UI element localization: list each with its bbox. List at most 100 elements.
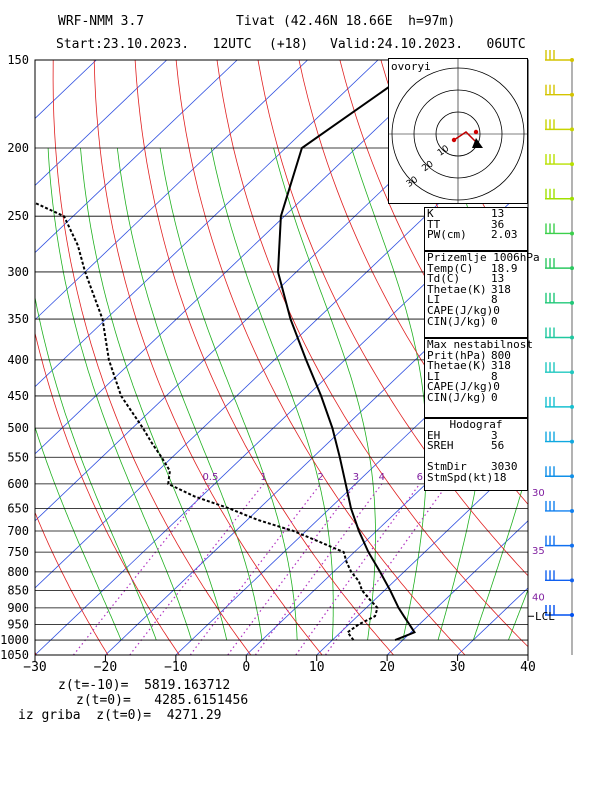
pressure-label: 750 xyxy=(7,545,29,559)
wind-barb-point xyxy=(570,578,574,583)
panel-row: CAPE(J/kg) 0 xyxy=(427,382,525,393)
mixing-ratio-label: 1 xyxy=(260,472,266,483)
panel-value: 18.9 xyxy=(491,261,518,275)
wind-barb xyxy=(545,570,574,583)
wind-barb-point xyxy=(570,196,574,201)
isotherm-line xyxy=(316,453,528,655)
panel-key: Temp(C) xyxy=(427,261,474,275)
moist-adiabat xyxy=(159,147,298,641)
panel-title: Hodograf xyxy=(449,418,503,431)
x-tick-label: 40 xyxy=(520,660,536,675)
moist-adiabat xyxy=(35,295,157,641)
mixing-ratio-label: 6 xyxy=(417,472,423,483)
mixing-ratio-line xyxy=(72,483,211,655)
wind-speed-label: 40 xyxy=(532,592,545,603)
temperature-profile xyxy=(276,60,428,642)
wind-barb-point xyxy=(570,543,574,548)
hodograph-ring-label: 30 xyxy=(405,175,420,190)
pressure-label: 350 xyxy=(7,312,29,326)
wind-barb-point xyxy=(570,474,574,479)
wind-barb-point xyxy=(570,58,574,62)
panel-key: SREH xyxy=(427,439,454,453)
pressure-label: 800 xyxy=(7,565,29,579)
wind-barb xyxy=(545,396,574,409)
wind-barb xyxy=(545,535,574,548)
wind-barb-point xyxy=(570,335,574,340)
pressure-label: 500 xyxy=(7,421,29,435)
panel-key: LI xyxy=(427,293,441,307)
wind-barb xyxy=(545,223,574,236)
panel-value: 800 xyxy=(491,348,511,362)
panel-value: 318 xyxy=(491,359,511,373)
panel-key: EH xyxy=(427,428,441,442)
dewpoint-profile xyxy=(35,201,379,641)
panel-value: 36 xyxy=(491,217,505,231)
wind-barb xyxy=(545,188,574,201)
dry-adiabat xyxy=(586,60,600,655)
panel-key: PW(cm) xyxy=(427,228,467,242)
panel-key: CAPE(J/kg) xyxy=(427,380,494,394)
panel-value: 0 xyxy=(491,390,498,404)
panel-hodograf: Hodograf EH 3 SREH 56 StmDir 3030 StmSpd(kt) 18 xyxy=(424,418,528,491)
panel-row: K 13 xyxy=(427,208,525,220)
hodograph-marker xyxy=(472,138,483,148)
moist-adiabat xyxy=(351,147,428,641)
mixing-ratio-label: 4 xyxy=(379,472,385,483)
panel-row: LI 8 xyxy=(427,295,525,306)
moist-adiabat xyxy=(508,588,528,641)
panel-row: StmDir 3030 xyxy=(427,462,525,473)
panel-value: 3 xyxy=(491,428,498,442)
x-tick-label: −10 xyxy=(164,660,187,675)
wind-barb xyxy=(545,258,574,271)
panel-key: CIN(J/kg) xyxy=(427,390,487,404)
wind-speed-label: 30 xyxy=(532,488,545,499)
wind-barb-point xyxy=(570,508,574,513)
panel-key: StmSpd(kt) xyxy=(427,470,494,484)
hodograph-ring xyxy=(435,111,481,157)
model-name: WRF-NMM 3.7 xyxy=(58,14,145,29)
panel-row: TT 36 xyxy=(427,217,525,231)
dry-adiabat xyxy=(52,60,252,655)
isotherm-line xyxy=(386,520,528,655)
pressure-label: 900 xyxy=(7,601,29,615)
pressure-label: 600 xyxy=(7,477,29,491)
mixing-ratio-lines xyxy=(72,483,449,655)
wind-barb xyxy=(545,327,574,340)
moist-adiabat xyxy=(116,147,263,641)
panel-value: 0 xyxy=(491,314,498,328)
wind-barb-point xyxy=(570,231,574,236)
mixing-ratio-line xyxy=(227,483,357,655)
moist-adiabat xyxy=(80,147,228,641)
pressure-label: 650 xyxy=(7,501,29,515)
start-time: Start:23.10.2023. 12UTC xyxy=(56,37,252,52)
x-tick-label: 30 xyxy=(450,660,466,675)
isotherm-line xyxy=(35,60,168,187)
wind-barb xyxy=(545,119,574,132)
wind-barb-point xyxy=(570,404,574,409)
footer-z-minus10: z(t=-10)= 5819.163712 xyxy=(58,678,231,693)
panel-row: SREH 56 xyxy=(427,439,525,453)
mixing-ratio-label: 3 xyxy=(353,472,359,483)
pressure-label: 250 xyxy=(7,209,29,223)
pressure-label: 700 xyxy=(7,524,29,538)
panel-surface: Prizemlje 1006hPa Temp(C) 18.9 Td(C) 13 Theta… xyxy=(424,251,540,338)
wind-speed-label: 35 xyxy=(532,546,545,557)
footer-z-zero: z(t=0)= 4285.6151456 xyxy=(76,693,249,708)
hodograph-label: ovoryi xyxy=(391,60,431,73)
isotherm-line xyxy=(35,184,528,655)
panel-value: 56 xyxy=(491,439,505,453)
wind-barb-point xyxy=(570,266,574,271)
pressure-label: 550 xyxy=(7,450,29,464)
dry-adiabat xyxy=(545,60,600,655)
wind-barb-point xyxy=(570,162,574,167)
wind-barb xyxy=(545,292,574,305)
panel-value: 0 xyxy=(493,380,500,394)
hodograph-ring-label: 20 xyxy=(420,159,435,174)
panel-key: CIN(J/kg) xyxy=(427,314,487,328)
x-tick-label: 10 xyxy=(309,660,325,675)
hodograph-start xyxy=(451,137,457,143)
station-info: Tivat (42.46N 18.66E h=97m) xyxy=(236,14,456,29)
profiles xyxy=(35,60,428,642)
panel-row: Thetae(K) 318 xyxy=(427,359,525,373)
